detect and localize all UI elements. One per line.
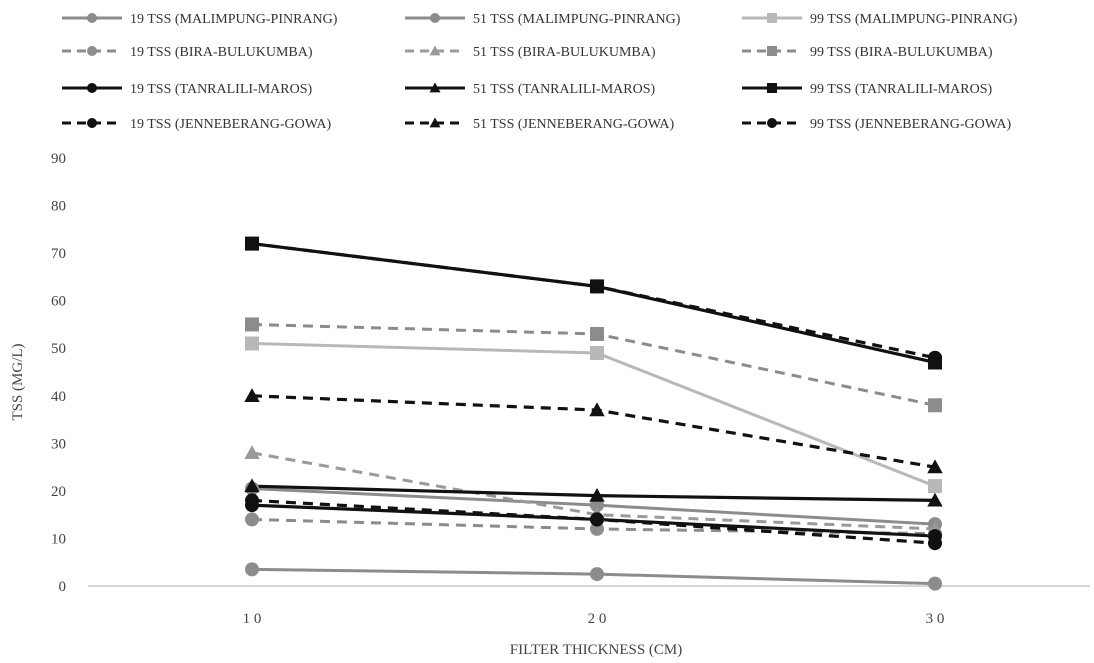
data-point <box>244 445 260 460</box>
y-tick-label: 50 <box>51 341 66 357</box>
legend-item: 51 TSS (TANRALILI-MAROS) <box>405 82 656 97</box>
legend-label: 51 TSS (MALIMPUNG-PINRANG) <box>473 12 681 27</box>
data-point <box>590 326 604 341</box>
legend-item: 51 TSS (BIRA-BULUKUMBA) <box>405 45 656 60</box>
data-point <box>928 398 942 413</box>
data-point <box>245 236 259 251</box>
data-point <box>927 492 943 507</box>
legend-item: 51 TSS (MALIMPUNG-PINRANG) <box>405 12 681 27</box>
legend-item: 51 TSS (JENNEBERANG-GOWA) <box>405 117 675 132</box>
data-point <box>928 536 942 551</box>
y-tick-label: 30 <box>51 436 66 452</box>
series-line <box>251 394 936 469</box>
data-point <box>245 336 259 351</box>
legend-label: 51 TSS (BIRA-BULUKUMBA) <box>473 45 656 60</box>
data-point <box>245 512 259 527</box>
data-point <box>589 402 605 417</box>
x-tick-label: 2 0 <box>588 611 607 627</box>
legend-item: 19 TSS (BIRA-BULUKUMBA) <box>62 45 313 60</box>
legend-label: 99 TSS (MALIMPUNG-PINRANG) <box>810 12 1018 27</box>
legend-swatch-marker <box>767 83 777 93</box>
legend-label: 99 TSS (TANRALILI-MAROS) <box>810 82 993 97</box>
data-point <box>590 512 604 527</box>
legend-item: 99 TSS (JENNEBERANG-GOWA) <box>742 117 1012 132</box>
legend-swatch-marker <box>429 82 441 93</box>
y-tick-label: 60 <box>51 294 66 310</box>
series-line <box>251 242 936 365</box>
y-tick-labels: 0 10 20 30 40 50 60 70 80 90 <box>51 151 66 595</box>
legend-swatch-marker <box>767 46 777 56</box>
data-point <box>245 562 259 577</box>
y-tick-label: 70 <box>51 246 66 262</box>
legend-swatch-marker <box>87 46 97 56</box>
legend-item: 99 TSS (TANRALILI-MAROS) <box>742 82 993 97</box>
y-tick-label: 20 <box>51 484 66 500</box>
legend-label: 99 TSS (BIRA-BULUKUMBA) <box>810 45 993 60</box>
legend-item: 19 TSS (TANRALILI-MAROS) <box>62 82 313 97</box>
data-point <box>244 478 260 493</box>
legend-swatch-marker <box>87 118 97 128</box>
legend-swatch-marker <box>430 13 440 23</box>
legend-label: 99 TSS (JENNEBERANG-GOWA) <box>810 117 1012 132</box>
legend-label: 19 TSS (MALIMPUNG-PINRANG) <box>130 12 338 27</box>
data-point <box>590 279 604 294</box>
legend-swatch-marker <box>87 13 97 23</box>
y-tick-label: 40 <box>51 389 66 405</box>
data-point <box>590 345 604 360</box>
data-point <box>927 459 943 474</box>
x-tick-labels: 1 0 2 0 3 0 <box>243 611 945 627</box>
legend-swatch-marker <box>767 118 777 128</box>
data-point <box>245 317 259 332</box>
legend-label: 51 TSS (TANRALILI-MAROS) <box>473 82 656 97</box>
series-markers <box>244 236 943 591</box>
legend-swatch-marker <box>429 45 441 56</box>
x-tick-label: 1 0 <box>243 611 262 627</box>
x-axis-title: FILTER THICKNESS (CM) <box>510 642 683 658</box>
legend-label: 19 TSS (TANRALILI-MAROS) <box>130 82 313 97</box>
legend-item: 99 TSS (MALIMPUNG-PINRANG) <box>742 12 1018 27</box>
legend-item: 99 TSS (BIRA-BULUKUMBA) <box>742 45 993 60</box>
y-axis-title: TSS (MG/L) <box>10 343 26 420</box>
data-point <box>928 479 942 494</box>
data-point <box>928 350 942 365</box>
data-point <box>244 388 260 402</box>
legend-item: 19 TSS (JENNEBERANG-GOWA) <box>62 117 332 132</box>
legend-item: 19 TSS (MALIMPUNG-PINRANG) <box>62 12 338 27</box>
y-tick-label: 0 <box>59 579 67 595</box>
data-point <box>928 576 942 591</box>
legend-label: 51 TSS (JENNEBERANG-GOWA) <box>473 117 675 132</box>
legend-label: 19 TSS (BIRA-BULUKUMBA) <box>130 45 313 60</box>
data-point <box>589 487 605 502</box>
y-tick-label: 80 <box>51 199 66 215</box>
y-tick-label: 10 <box>51 531 66 547</box>
legend-label: 19 TSS (JENNEBERANG-GOWA) <box>130 117 332 132</box>
y-tick-label: 90 <box>51 151 66 167</box>
data-point <box>245 493 259 508</box>
data-point <box>590 567 604 582</box>
x-tick-label: 3 0 <box>926 611 945 627</box>
legend-swatch-marker <box>87 83 97 93</box>
chart-legend: 19 TSS (MALIMPUNG-PINRANG) 51 TSS (MALIMP… <box>62 12 1018 132</box>
legend-swatch-marker <box>767 13 777 23</box>
legend-swatch-marker <box>429 117 441 128</box>
